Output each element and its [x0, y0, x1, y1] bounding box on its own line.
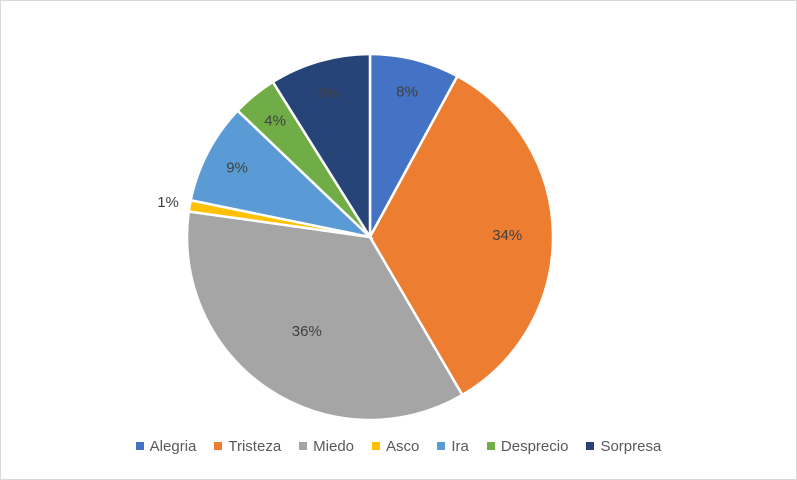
legend-label-sorpresa: Sorpresa [600, 437, 662, 455]
pie-slice-tristeza [368, 74, 555, 397]
slice-label-asco: 1% [157, 194, 179, 211]
slice-label-sorpresa: 9% [318, 85, 340, 102]
legend-label-tristeza: Tristeza [228, 437, 282, 455]
legend-item-sorpresa: Sorpresa [586, 438, 661, 455]
legend-item-ira: Ira [437, 438, 469, 455]
pie-labels: 8% 34% 36% 1% 9% 4% 9% [157, 84, 522, 341]
legend-item-tristeza: Tristeza [214, 438, 281, 455]
slice-label-tristeza: 34% [492, 227, 522, 244]
slice-label-alegria: 8% [396, 84, 418, 101]
legend-item-alegria: Alegria [135, 437, 197, 455]
legend-label-miedo: Miedo [313, 437, 355, 455]
pie-slice-ira [189, 108, 375, 240]
pie-slices [185, 52, 555, 422]
slice-label-ira: 9% [226, 159, 248, 176]
pie-slice-sorpresa [271, 52, 372, 242]
legend-label-ira: Ira [451, 437, 469, 455]
slice-label-desprecio: 4% [264, 113, 286, 130]
legend-label-alegria: Alegria [149, 437, 197, 455]
legend-swatch-desprecio [486, 442, 495, 450]
legend-item-desprecio: Desprecio [486, 437, 569, 455]
pie-slice-alegria [368, 52, 460, 238]
legend-swatch-sorpresa [586, 442, 595, 450]
pie-slice-miedo [185, 210, 465, 422]
slice-label-miedo: 36% [292, 323, 322, 340]
legend-label-desprecio: Desprecio [500, 437, 569, 455]
legend-swatch-asco [372, 442, 381, 450]
legend-item-miedo: Miedo [299, 438, 354, 455]
legend-swatch-tristeza [214, 442, 223, 450]
legend-label-asco: Asco [386, 437, 420, 455]
legend-swatch-ira [437, 442, 446, 450]
legend-swatch-alegria [135, 442, 144, 450]
legend-swatch-miedo [299, 442, 308, 450]
chart-legend: Alegria Tristeza Miedo Asco Ira Despreci… [0, 434, 797, 458]
legend-item-asco: Asco [372, 438, 419, 455]
